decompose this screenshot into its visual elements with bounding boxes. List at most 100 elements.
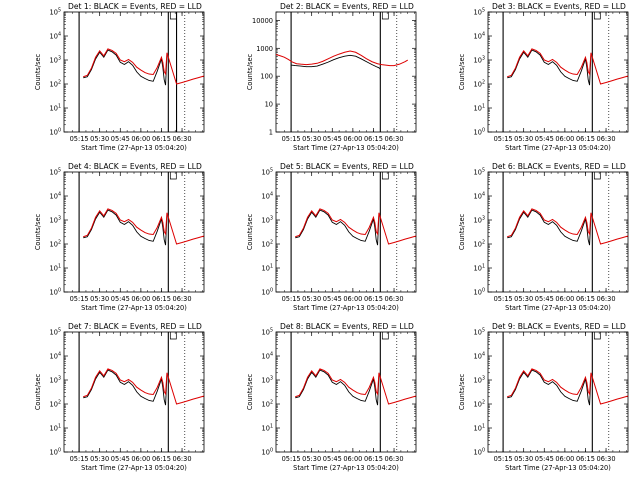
panel-8: Det 8: BLACK = Events, RED = LLD 100 101 10… — [246, 322, 417, 472]
x-tick-label: 05:45 — [111, 135, 130, 143]
x-axis-label: Start Time (27-Apr-13 05:04:20) — [293, 464, 399, 472]
interval-bracket — [381, 172, 389, 180]
y-tick-label: 105 — [262, 328, 273, 337]
y-tick-label: 104 — [474, 32, 485, 41]
y-axis-label: Counts/sec — [246, 373, 254, 410]
x-tick-label: 06:00 — [343, 295, 362, 303]
x-tick-label: 05:15 — [494, 455, 513, 463]
series-line-events — [507, 369, 592, 406]
interval-bracket — [381, 12, 389, 20]
panel-title: Det 1: BLACK = Events, RED = LLD — [68, 2, 202, 11]
y-tick-label: 102 — [474, 240, 485, 249]
x-tick-label: 05:30 — [302, 455, 321, 463]
x-tick-label: 05:45 — [323, 295, 342, 303]
y-tick-label: 101 — [50, 104, 61, 113]
y-tick-label: 102 — [262, 240, 273, 249]
plot-frame — [487, 11, 629, 133]
y-axis-label: Counts/sec — [246, 53, 254, 90]
panel-title: Det 3: BLACK = Events, RED = LLD — [492, 2, 626, 11]
y-tick-label: 104 — [474, 192, 485, 201]
interval-bracket — [593, 172, 601, 180]
y-tick-label: 10 — [265, 101, 273, 109]
interval-bracket — [593, 12, 601, 20]
y-tick-label: 100 — [260, 73, 273, 81]
x-tick-label: 05:30 — [302, 295, 321, 303]
y-tick-label: 1000 — [256, 45, 273, 53]
y-tick-label: 100 — [50, 288, 61, 297]
y-tick-label: 101 — [50, 424, 61, 433]
x-axis-label: Start Time (27-Apr-13 05:04:20) — [505, 144, 611, 152]
series-line-lld — [83, 368, 205, 405]
series-line-events — [83, 209, 168, 246]
x-tick-label: 05:45 — [111, 295, 130, 303]
y-tick-label: 104 — [50, 32, 61, 41]
y-tick-label: 102 — [474, 400, 485, 409]
y-tick-label: 100 — [262, 448, 273, 457]
panel-title: Det 2: BLACK = Events, RED = LLD — [280, 2, 414, 11]
plot-frame — [275, 171, 417, 293]
y-tick-label: 103 — [50, 56, 61, 65]
panel-7: Det 7: BLACK = Events, RED = LLD 100 101 10… — [34, 322, 205, 472]
y-tick-label: 101 — [474, 104, 485, 113]
x-tick-label: 06:15 — [152, 295, 171, 303]
y-tick-label: 105 — [474, 8, 485, 17]
x-tick-label: 05:15 — [70, 455, 89, 463]
y-axis-label: Counts/sec — [458, 213, 466, 250]
y-tick-label: 102 — [474, 80, 485, 89]
x-tick-label: 05:45 — [323, 455, 342, 463]
x-axis-label: Start Time (27-Apr-13 05:04:20) — [505, 304, 611, 312]
x-tick-label: 05:15 — [282, 455, 301, 463]
series-line-events — [83, 49, 168, 86]
x-tick-label: 06:30 — [385, 295, 404, 303]
panel-title: Det 7: BLACK = Events, RED = LLD — [68, 322, 202, 331]
y-tick-label: 105 — [50, 168, 61, 177]
y-tick-label: 101 — [474, 424, 485, 433]
series-line-lld — [275, 50, 409, 67]
y-tick-label: 105 — [50, 8, 61, 17]
series-line-lld — [83, 48, 205, 85]
y-tick-label: 102 — [262, 400, 273, 409]
series-line-events — [83, 369, 168, 406]
series-line-events — [291, 54, 381, 70]
panel-title: Det 9: BLACK = Events, RED = LLD — [492, 322, 626, 331]
interval-bracket — [593, 332, 601, 340]
y-tick-label: 101 — [262, 264, 273, 273]
interval-bracket — [169, 172, 177, 180]
x-tick-label: 06:00 — [131, 455, 150, 463]
x-tick-label: 06:30 — [173, 295, 192, 303]
plot-frame — [63, 331, 205, 453]
x-axis-label: Start Time (27-Apr-13 05:04:20) — [293, 144, 399, 152]
x-tick-label: 05:45 — [535, 455, 554, 463]
x-tick-label: 06:00 — [131, 135, 150, 143]
x-tick-label: 05:30 — [90, 135, 109, 143]
x-tick-label: 06:15 — [364, 295, 383, 303]
y-axis-label: Counts/sec — [246, 213, 254, 250]
x-tick-label: 05:30 — [90, 455, 109, 463]
y-axis-label: Counts/sec — [34, 373, 42, 410]
panel-4: Det 4: BLACK = Events, RED = LLD 100 101 10… — [34, 162, 205, 312]
series-line-lld — [295, 368, 417, 405]
y-tick-label: 10000 — [252, 17, 273, 25]
x-tick-label: 06:30 — [173, 135, 192, 143]
x-tick-label: 06:15 — [152, 135, 171, 143]
series-line-events — [295, 209, 380, 246]
x-tick-label: 05:45 — [111, 455, 130, 463]
x-tick-label: 06:30 — [597, 135, 616, 143]
y-tick-label: 103 — [474, 376, 485, 385]
x-tick-label: 05:30 — [514, 135, 533, 143]
panel-3: Det 3: BLACK = Events, RED = LLD 100 101 10… — [458, 2, 629, 152]
y-tick-label: 105 — [50, 328, 61, 337]
x-tick-label: 06:00 — [343, 455, 362, 463]
x-tick-label: 06:30 — [597, 455, 616, 463]
panel-title: Det 8: BLACK = Events, RED = LLD — [280, 322, 414, 331]
plot-frame — [487, 171, 629, 293]
x-tick-label: 05:30 — [90, 295, 109, 303]
plot-frame — [275, 11, 417, 133]
y-tick-label: 100 — [474, 128, 485, 137]
y-tick-label: 105 — [474, 168, 485, 177]
x-axis-label: Start Time (27-Apr-13 05:04:20) — [81, 464, 187, 472]
x-tick-label: 06:30 — [597, 295, 616, 303]
y-tick-label: 102 — [50, 400, 61, 409]
x-tick-label: 06:15 — [576, 135, 595, 143]
